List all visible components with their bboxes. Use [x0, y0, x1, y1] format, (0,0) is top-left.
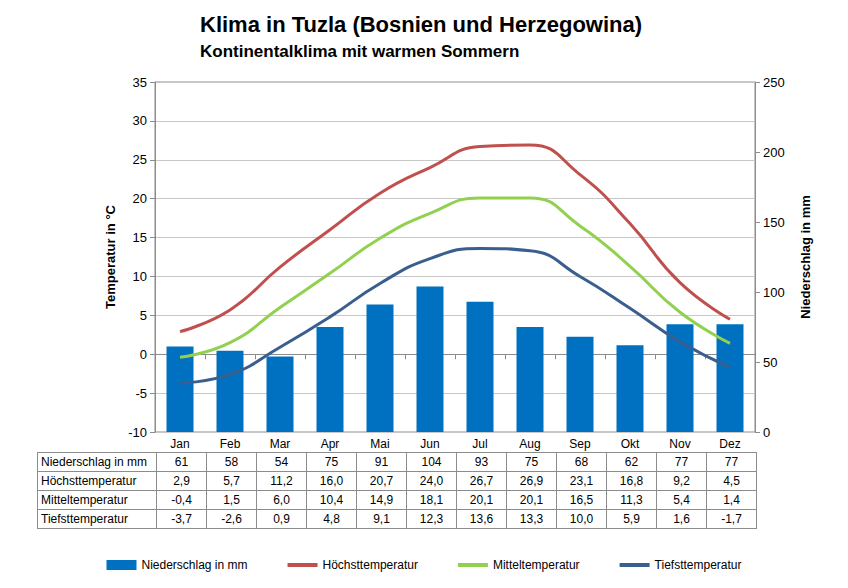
html-text:10,0: 10,0 — [569, 512, 594, 526]
svg-text:0: 0 — [763, 425, 770, 440]
svg-text:Okt: Okt — [621, 437, 640, 451]
html-text:104: 104 — [421, 455, 442, 469]
svg-text:Klima in Tuzla (Bosnien und He: Klima in Tuzla (Bosnien und Herzegowina) — [200, 12, 642, 37]
html-text:75: 75 — [324, 455, 339, 469]
svg-text:Feb: Feb — [220, 437, 241, 451]
svg-text:150: 150 — [763, 215, 785, 230]
svg-text:Nov: Nov — [669, 437, 690, 451]
svg-text:Dez: Dez — [719, 437, 740, 451]
svg-text:250: 250 — [763, 75, 785, 90]
svg-text:Niederschlag in mm: Niederschlag in mm — [141, 558, 247, 572]
html-text:58: 58 — [224, 455, 239, 469]
html-text:77: 77 — [674, 455, 689, 469]
html-text:18,1: 18,1 — [419, 493, 444, 507]
svg-text:5: 5 — [140, 308, 147, 323]
html-text:13,3: 13,3 — [519, 512, 544, 526]
html-text:9,1: 9,1 — [373, 512, 390, 526]
html-text:12,3: 12,3 — [419, 512, 444, 526]
html-text:77: 77 — [724, 455, 739, 469]
svg-text:Mai: Mai — [370, 437, 389, 451]
svg-text:Mar: Mar — [270, 437, 291, 451]
html-text:Mitteltemperatur: Mitteltemperatur — [41, 493, 128, 507]
html-text:20,7: 20,7 — [369, 474, 394, 488]
html-text:16,0: 16,0 — [319, 474, 344, 488]
svg-text:Sep: Sep — [569, 437, 591, 451]
html-text:16,8: 16,8 — [619, 474, 644, 488]
html-text:61: 61 — [174, 455, 189, 469]
svg-text:Aug: Aug — [519, 437, 540, 451]
html-text:11,2: 11,2 — [270, 474, 293, 488]
svg-text:Jun: Jun — [420, 437, 439, 451]
html-text:75: 75 — [524, 455, 539, 469]
html-text:4,8: 4,8 — [323, 512, 340, 526]
svg-text:50: 50 — [763, 355, 777, 370]
svg-text:Kontinentalklima mit warmen So: Kontinentalklima mit warmen Sommern — [200, 42, 519, 61]
html-text:5,9: 5,9 — [623, 512, 640, 526]
svg-text:0: 0 — [140, 347, 147, 362]
svg-text:-5: -5 — [135, 386, 147, 401]
html-text:91: 91 — [374, 455, 389, 469]
html-text:14,9: 14,9 — [369, 493, 394, 507]
html-text:1,5: 1,5 — [223, 493, 240, 507]
svg-text:Temperatur in °C: Temperatur in °C — [103, 204, 118, 309]
html-text:68: 68 — [574, 455, 589, 469]
html-text:1,6: 1,6 — [673, 512, 690, 526]
html-text:26,7: 26,7 — [469, 474, 494, 488]
svg-text:30: 30 — [133, 113, 147, 128]
html-text:20,1: 20,1 — [469, 493, 494, 507]
svg-text:20: 20 — [133, 191, 147, 206]
html-text:9,2: 9,2 — [673, 474, 690, 488]
svg-text:15: 15 — [133, 230, 147, 245]
svg-text:10: 10 — [133, 269, 147, 284]
html-text:16,5: 16,5 — [569, 493, 594, 507]
svg-text:25: 25 — [133, 152, 147, 167]
svg-text:Apr: Apr — [321, 437, 340, 451]
svg-text:100: 100 — [763, 285, 785, 300]
html-text:Niederschlag in mm: Niederschlag in mm — [41, 455, 147, 469]
html-text:10,4: 10,4 — [319, 493, 344, 507]
html-text:-0,4: -0,4 — [171, 493, 192, 507]
svg-text:-10: -10 — [128, 425, 147, 440]
html-text:62: 62 — [624, 455, 639, 469]
svg-text:Mitteltemperatur: Mitteltemperatur — [493, 558, 580, 572]
html-text:5,7: 5,7 — [223, 474, 240, 488]
html-text:2,9: 2,9 — [173, 474, 190, 488]
html-text:93: 93 — [474, 455, 489, 469]
html-text:-3,7: -3,7 — [171, 512, 192, 526]
html-text:13,6: 13,6 — [469, 512, 494, 526]
html-text:4,5: 4,5 — [723, 474, 740, 488]
html-text:0,9: 0,9 — [273, 512, 290, 526]
html-text:26,9: 26,9 — [519, 474, 544, 488]
html-text:5,4: 5,4 — [673, 493, 690, 507]
html-text:6,0: 6,0 — [273, 493, 290, 507]
html-text:54: 54 — [274, 455, 289, 469]
svg-text:35: 35 — [133, 75, 147, 90]
html-text:Tiefsttemperatur: Tiefsttemperatur — [41, 512, 128, 526]
svg-text:Jan: Jan — [170, 437, 189, 451]
svg-text:Niederschlag in mm: Niederschlag in mm — [798, 195, 813, 319]
html-text:11,3: 11,3 — [620, 493, 643, 507]
html-text:20,1: 20,1 — [519, 493, 544, 507]
html-text:Höchsttemperatur: Höchsttemperatur — [41, 474, 137, 488]
svg-text:Höchsttemperatur: Höchsttemperatur — [323, 558, 418, 572]
html-text:1,4: 1,4 — [723, 493, 740, 507]
svg-text:Jul: Jul — [472, 437, 487, 451]
html-text:24,0: 24,0 — [419, 474, 444, 488]
html-text:-1,7: -1,7 — [721, 512, 742, 526]
svg-text:200: 200 — [763, 145, 785, 160]
svg-text:Tiefsttemperatur: Tiefsttemperatur — [655, 558, 742, 572]
html-text:-2,6: -2,6 — [221, 512, 242, 526]
html-text:23,1: 23,1 — [569, 474, 594, 488]
